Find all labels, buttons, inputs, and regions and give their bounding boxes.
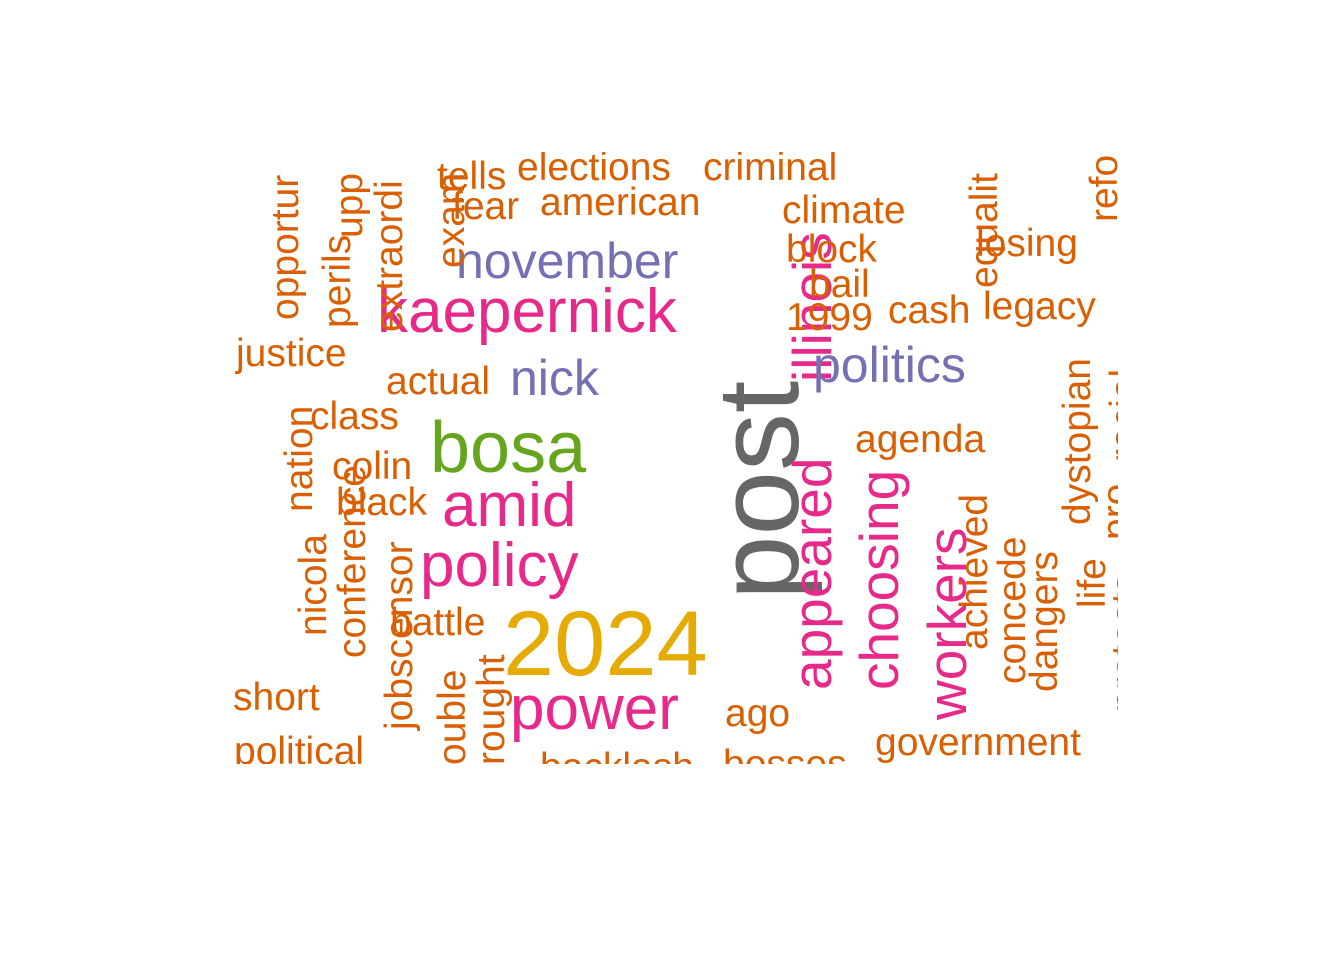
- word-30: 1999: [786, 296, 873, 339]
- word-13: politics: [813, 337, 966, 393]
- word-34: actual: [386, 360, 491, 403]
- word-16: perils: [316, 234, 359, 328]
- word-44: ouble: [431, 669, 474, 764]
- word-32: legacy: [983, 285, 1096, 328]
- word-26: refo: [1083, 154, 1118, 222]
- word-15: upp: [328, 172, 371, 238]
- word-6: choosing: [848, 469, 910, 690]
- word-59: government: [875, 721, 1081, 764]
- word-46: political: [234, 730, 365, 764]
- word-5: appeared: [781, 457, 843, 690]
- word-39: black: [336, 481, 428, 524]
- word-12: nick: [510, 350, 599, 406]
- word-35: class: [310, 395, 399, 438]
- word-2: bosa: [430, 408, 587, 488]
- word-24: climate: [782, 189, 906, 232]
- word-20: elections: [517, 152, 671, 189]
- word-3: kaepernick: [377, 277, 677, 346]
- word-36: nation: [278, 405, 321, 512]
- word-49: ago: [725, 692, 791, 735]
- word-23: american: [540, 181, 701, 224]
- word-52: racial: [1103, 368, 1118, 462]
- word-cloud-area: post 2024 bosa kaepernick illinois appeared ch…: [228, 152, 1118, 764]
- word-1: 2024: [503, 593, 708, 695]
- word-40: nicola: [292, 534, 335, 636]
- word-42: battle: [390, 601, 486, 644]
- word-43: short: [233, 676, 320, 719]
- word-10: power: [510, 674, 679, 743]
- word-27: losing: [976, 222, 1078, 265]
- word-57: pro: [1095, 483, 1118, 540]
- word-48: bosses: [723, 745, 847, 764]
- word-33: justice: [236, 332, 347, 375]
- word-11: november: [456, 233, 679, 289]
- word-51: dystopian: [1056, 358, 1099, 525]
- word-53: achieved: [953, 493, 996, 650]
- word-22: fear: [452, 185, 520, 228]
- word-55: dangers: [1023, 551, 1066, 692]
- word-9: policy: [420, 531, 579, 600]
- word-28: block: [786, 228, 878, 271]
- word-8: amid: [442, 471, 577, 540]
- word-45: rought: [470, 654, 513, 764]
- word-31: cash: [888, 289, 971, 332]
- word-14: opportur: [264, 174, 307, 320]
- word-21: criminal: [703, 152, 838, 189]
- word-37: colin: [332, 445, 413, 488]
- word-17: extraordi: [368, 180, 411, 332]
- word-19: tells: [437, 155, 507, 198]
- word-58: protests: [1104, 573, 1118, 712]
- word-29: bail: [809, 263, 870, 306]
- word-47: backlash: [540, 748, 694, 764]
- word-50: agenda: [855, 418, 986, 461]
